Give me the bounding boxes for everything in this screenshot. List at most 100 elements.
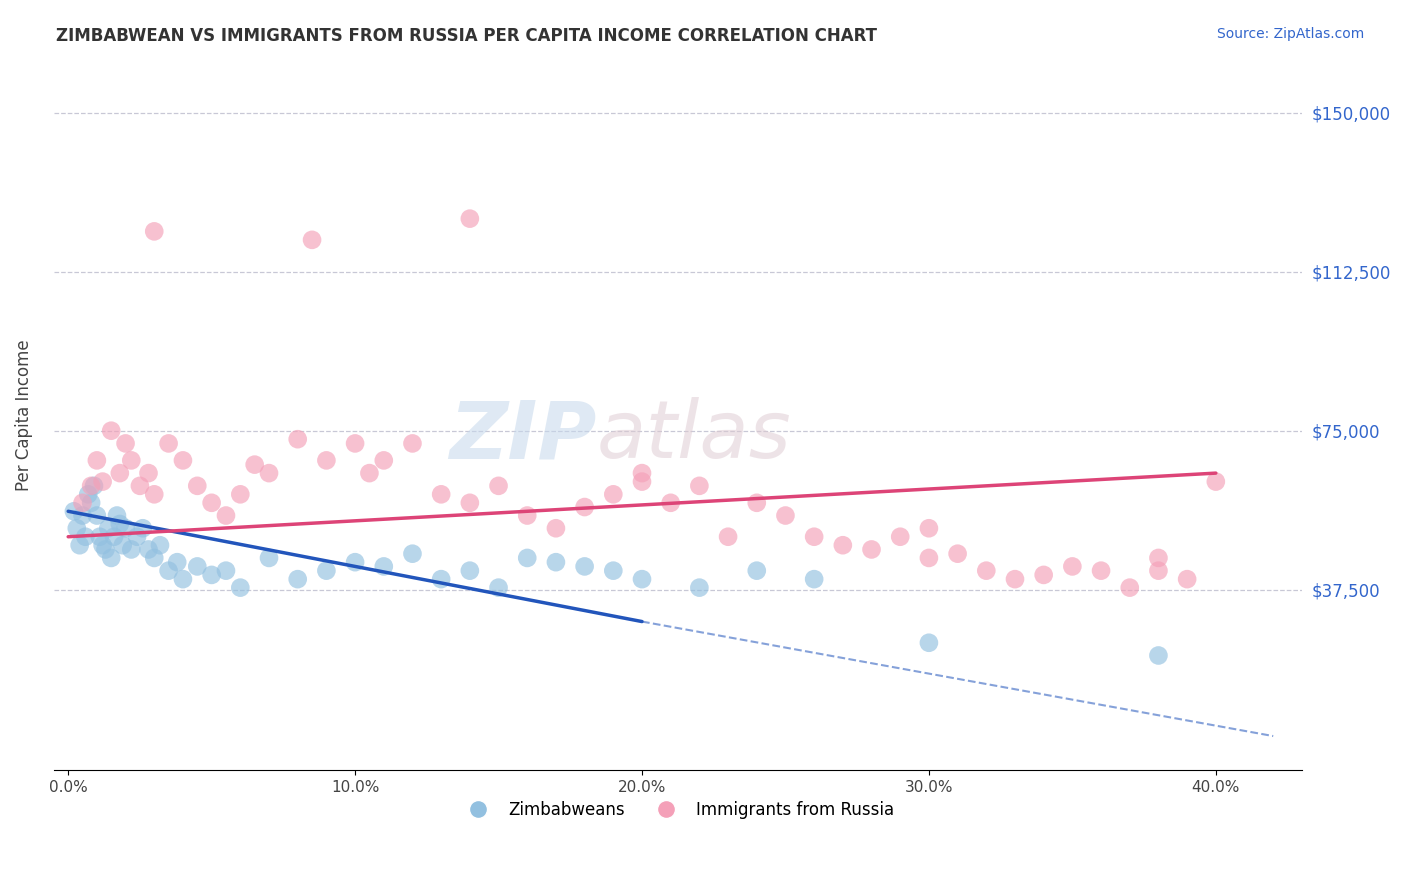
Point bbox=[66, 521, 89, 535]
Point bbox=[344, 555, 367, 569]
Point bbox=[1205, 475, 1227, 489]
Point bbox=[186, 559, 208, 574]
Point bbox=[544, 555, 567, 569]
Point bbox=[138, 542, 160, 557]
Point bbox=[430, 487, 453, 501]
Point bbox=[1175, 572, 1198, 586]
Point bbox=[574, 500, 596, 514]
Point bbox=[108, 516, 131, 531]
Point bbox=[105, 508, 128, 523]
Point bbox=[91, 475, 114, 489]
Point bbox=[229, 487, 252, 501]
Point bbox=[631, 475, 654, 489]
Point bbox=[138, 466, 160, 480]
Point bbox=[458, 211, 481, 226]
Point bbox=[1119, 581, 1142, 595]
Point bbox=[775, 508, 797, 523]
Point bbox=[120, 453, 142, 467]
Point bbox=[1147, 648, 1170, 663]
Point bbox=[315, 453, 337, 467]
Point bbox=[574, 559, 596, 574]
Point bbox=[373, 453, 395, 467]
Point bbox=[80, 496, 103, 510]
Point bbox=[301, 233, 323, 247]
Point bbox=[745, 564, 768, 578]
Point bbox=[89, 530, 111, 544]
Point bbox=[72, 508, 94, 523]
Point bbox=[631, 572, 654, 586]
Point bbox=[1004, 572, 1026, 586]
Point bbox=[918, 521, 941, 535]
Text: atlas: atlas bbox=[596, 397, 792, 475]
Point bbox=[229, 581, 252, 595]
Point bbox=[100, 424, 122, 438]
Point bbox=[83, 479, 105, 493]
Point bbox=[315, 564, 337, 578]
Point bbox=[831, 538, 853, 552]
Point bbox=[717, 530, 740, 544]
Point bbox=[401, 436, 423, 450]
Point bbox=[86, 453, 108, 467]
Point bbox=[172, 572, 194, 586]
Point bbox=[114, 436, 136, 450]
Y-axis label: Per Capita Income: Per Capita Income bbox=[15, 339, 32, 491]
Point bbox=[125, 530, 148, 544]
Point bbox=[803, 530, 825, 544]
Point bbox=[659, 496, 682, 510]
Point bbox=[488, 581, 510, 595]
Point bbox=[688, 581, 710, 595]
Legend: Zimbabweans, Immigrants from Russia: Zimbabweans, Immigrants from Russia bbox=[454, 794, 901, 826]
Point bbox=[974, 564, 997, 578]
Point bbox=[889, 530, 911, 544]
Point bbox=[287, 572, 309, 586]
Point bbox=[80, 479, 103, 493]
Point bbox=[186, 479, 208, 493]
Point bbox=[918, 636, 941, 650]
Text: Source: ZipAtlas.com: Source: ZipAtlas.com bbox=[1216, 27, 1364, 41]
Point bbox=[1147, 564, 1170, 578]
Point bbox=[201, 568, 224, 582]
Point bbox=[516, 508, 538, 523]
Point bbox=[75, 530, 97, 544]
Point bbox=[114, 521, 136, 535]
Point bbox=[129, 479, 152, 493]
Point bbox=[143, 550, 166, 565]
Point bbox=[860, 542, 883, 557]
Point bbox=[602, 487, 624, 501]
Point bbox=[516, 550, 538, 565]
Point bbox=[94, 542, 117, 557]
Point bbox=[120, 542, 142, 557]
Point bbox=[77, 487, 100, 501]
Point bbox=[91, 538, 114, 552]
Point bbox=[215, 564, 238, 578]
Point bbox=[69, 538, 91, 552]
Point bbox=[143, 487, 166, 501]
Point bbox=[1147, 550, 1170, 565]
Point bbox=[544, 521, 567, 535]
Point bbox=[63, 504, 86, 518]
Point bbox=[157, 564, 180, 578]
Point bbox=[287, 432, 309, 446]
Point bbox=[602, 564, 624, 578]
Point bbox=[745, 496, 768, 510]
Point bbox=[401, 547, 423, 561]
Point bbox=[257, 550, 280, 565]
Point bbox=[157, 436, 180, 450]
Point bbox=[688, 479, 710, 493]
Point bbox=[1062, 559, 1084, 574]
Point bbox=[201, 496, 224, 510]
Point bbox=[143, 224, 166, 238]
Point bbox=[359, 466, 381, 480]
Point bbox=[344, 436, 367, 450]
Point bbox=[631, 466, 654, 480]
Point bbox=[172, 453, 194, 467]
Point bbox=[918, 550, 941, 565]
Point bbox=[458, 496, 481, 510]
Point bbox=[149, 538, 172, 552]
Point bbox=[946, 547, 969, 561]
Point bbox=[97, 521, 120, 535]
Point bbox=[458, 564, 481, 578]
Point bbox=[1090, 564, 1112, 578]
Point bbox=[803, 572, 825, 586]
Point bbox=[72, 496, 94, 510]
